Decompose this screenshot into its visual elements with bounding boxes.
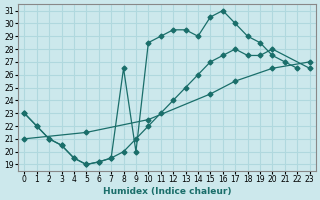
X-axis label: Humidex (Indice chaleur): Humidex (Indice chaleur)	[103, 187, 231, 196]
